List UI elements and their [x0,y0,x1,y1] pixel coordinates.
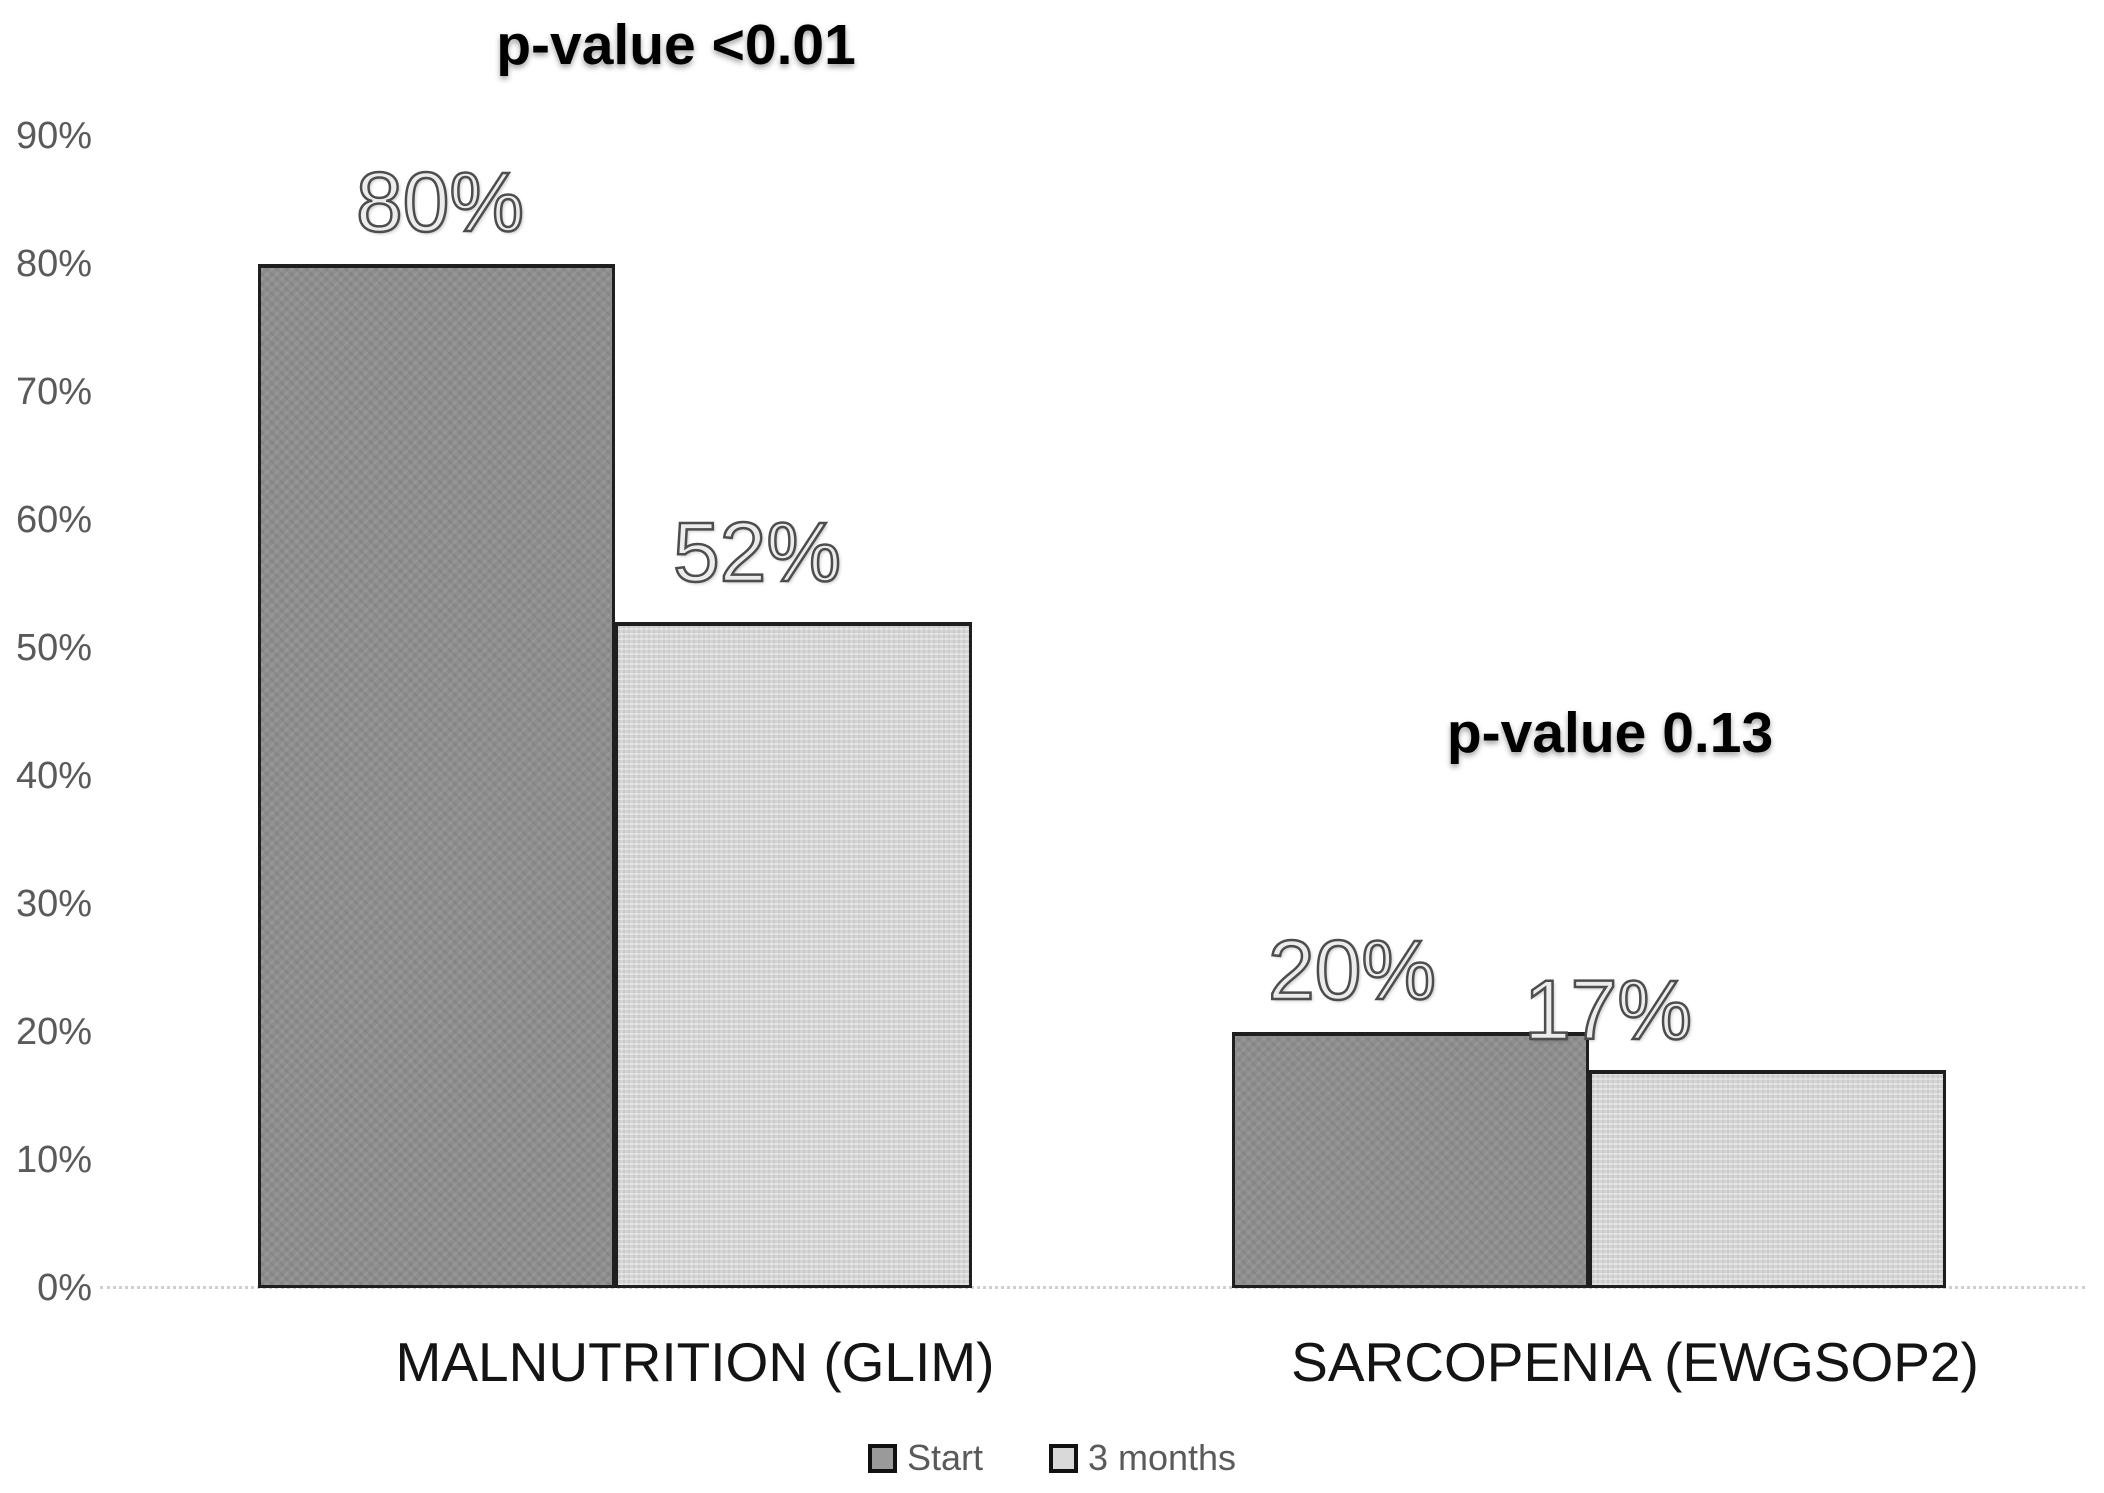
y-axis-tick-80: 80% [15,243,92,285]
bar-malnutrition-3-months [615,622,972,1288]
legend-item-start: Start [867,1437,983,1478]
category-label-sarcopenia: SARCOPENIA (EWGSOP2) [1291,1331,1979,1393]
y-axis-tick-10: 10% [15,1139,92,1181]
legend-item-3-months: 3 months [1048,1437,1237,1478]
y-axis-tick-60: 60% [15,499,92,541]
x-axis-line [100,1286,2085,1289]
y-axis-tick-50: 50% [15,627,92,669]
data-label-malnutrition-start: 80% [355,155,526,249]
y-axis-tick-40: 40% [15,755,92,797]
category-label-malnutrition: MALNUTRITION (GLIM) [395,1331,995,1393]
y-axis-tick-70: 70% [15,371,92,413]
data-label-sarcopenia-start: 20% [1267,923,1438,1017]
legend-label-3-months: 3 months [1087,1437,1237,1478]
bar-sarcopenia-3-months [1589,1070,1946,1288]
p-value-annotation-sarcopenia: p-value 0.13 [1446,701,1774,765]
p-value-annotation-malnutrition: p-value <0.01 [496,13,856,77]
y-axis-tick-30: 30% [15,883,92,925]
legend: Start 3 months [0,1432,2104,1484]
legend-swatch-start-icon [867,1443,897,1473]
y-axis-tick-20: 20% [15,1011,92,1053]
data-label-sarcopenia-3-months: 17% [1523,963,1694,1057]
bar-sarcopenia-start [1232,1032,1589,1288]
legend-label-start: Start [906,1437,983,1478]
bar-malnutrition-start [258,264,615,1288]
y-axis-tick-90: 90% [15,115,92,157]
data-label-malnutrition-3-months: 52% [672,505,843,599]
legend-swatch-3-months-icon [1048,1443,1078,1473]
y-axis-tick-0: 0% [37,1267,92,1309]
